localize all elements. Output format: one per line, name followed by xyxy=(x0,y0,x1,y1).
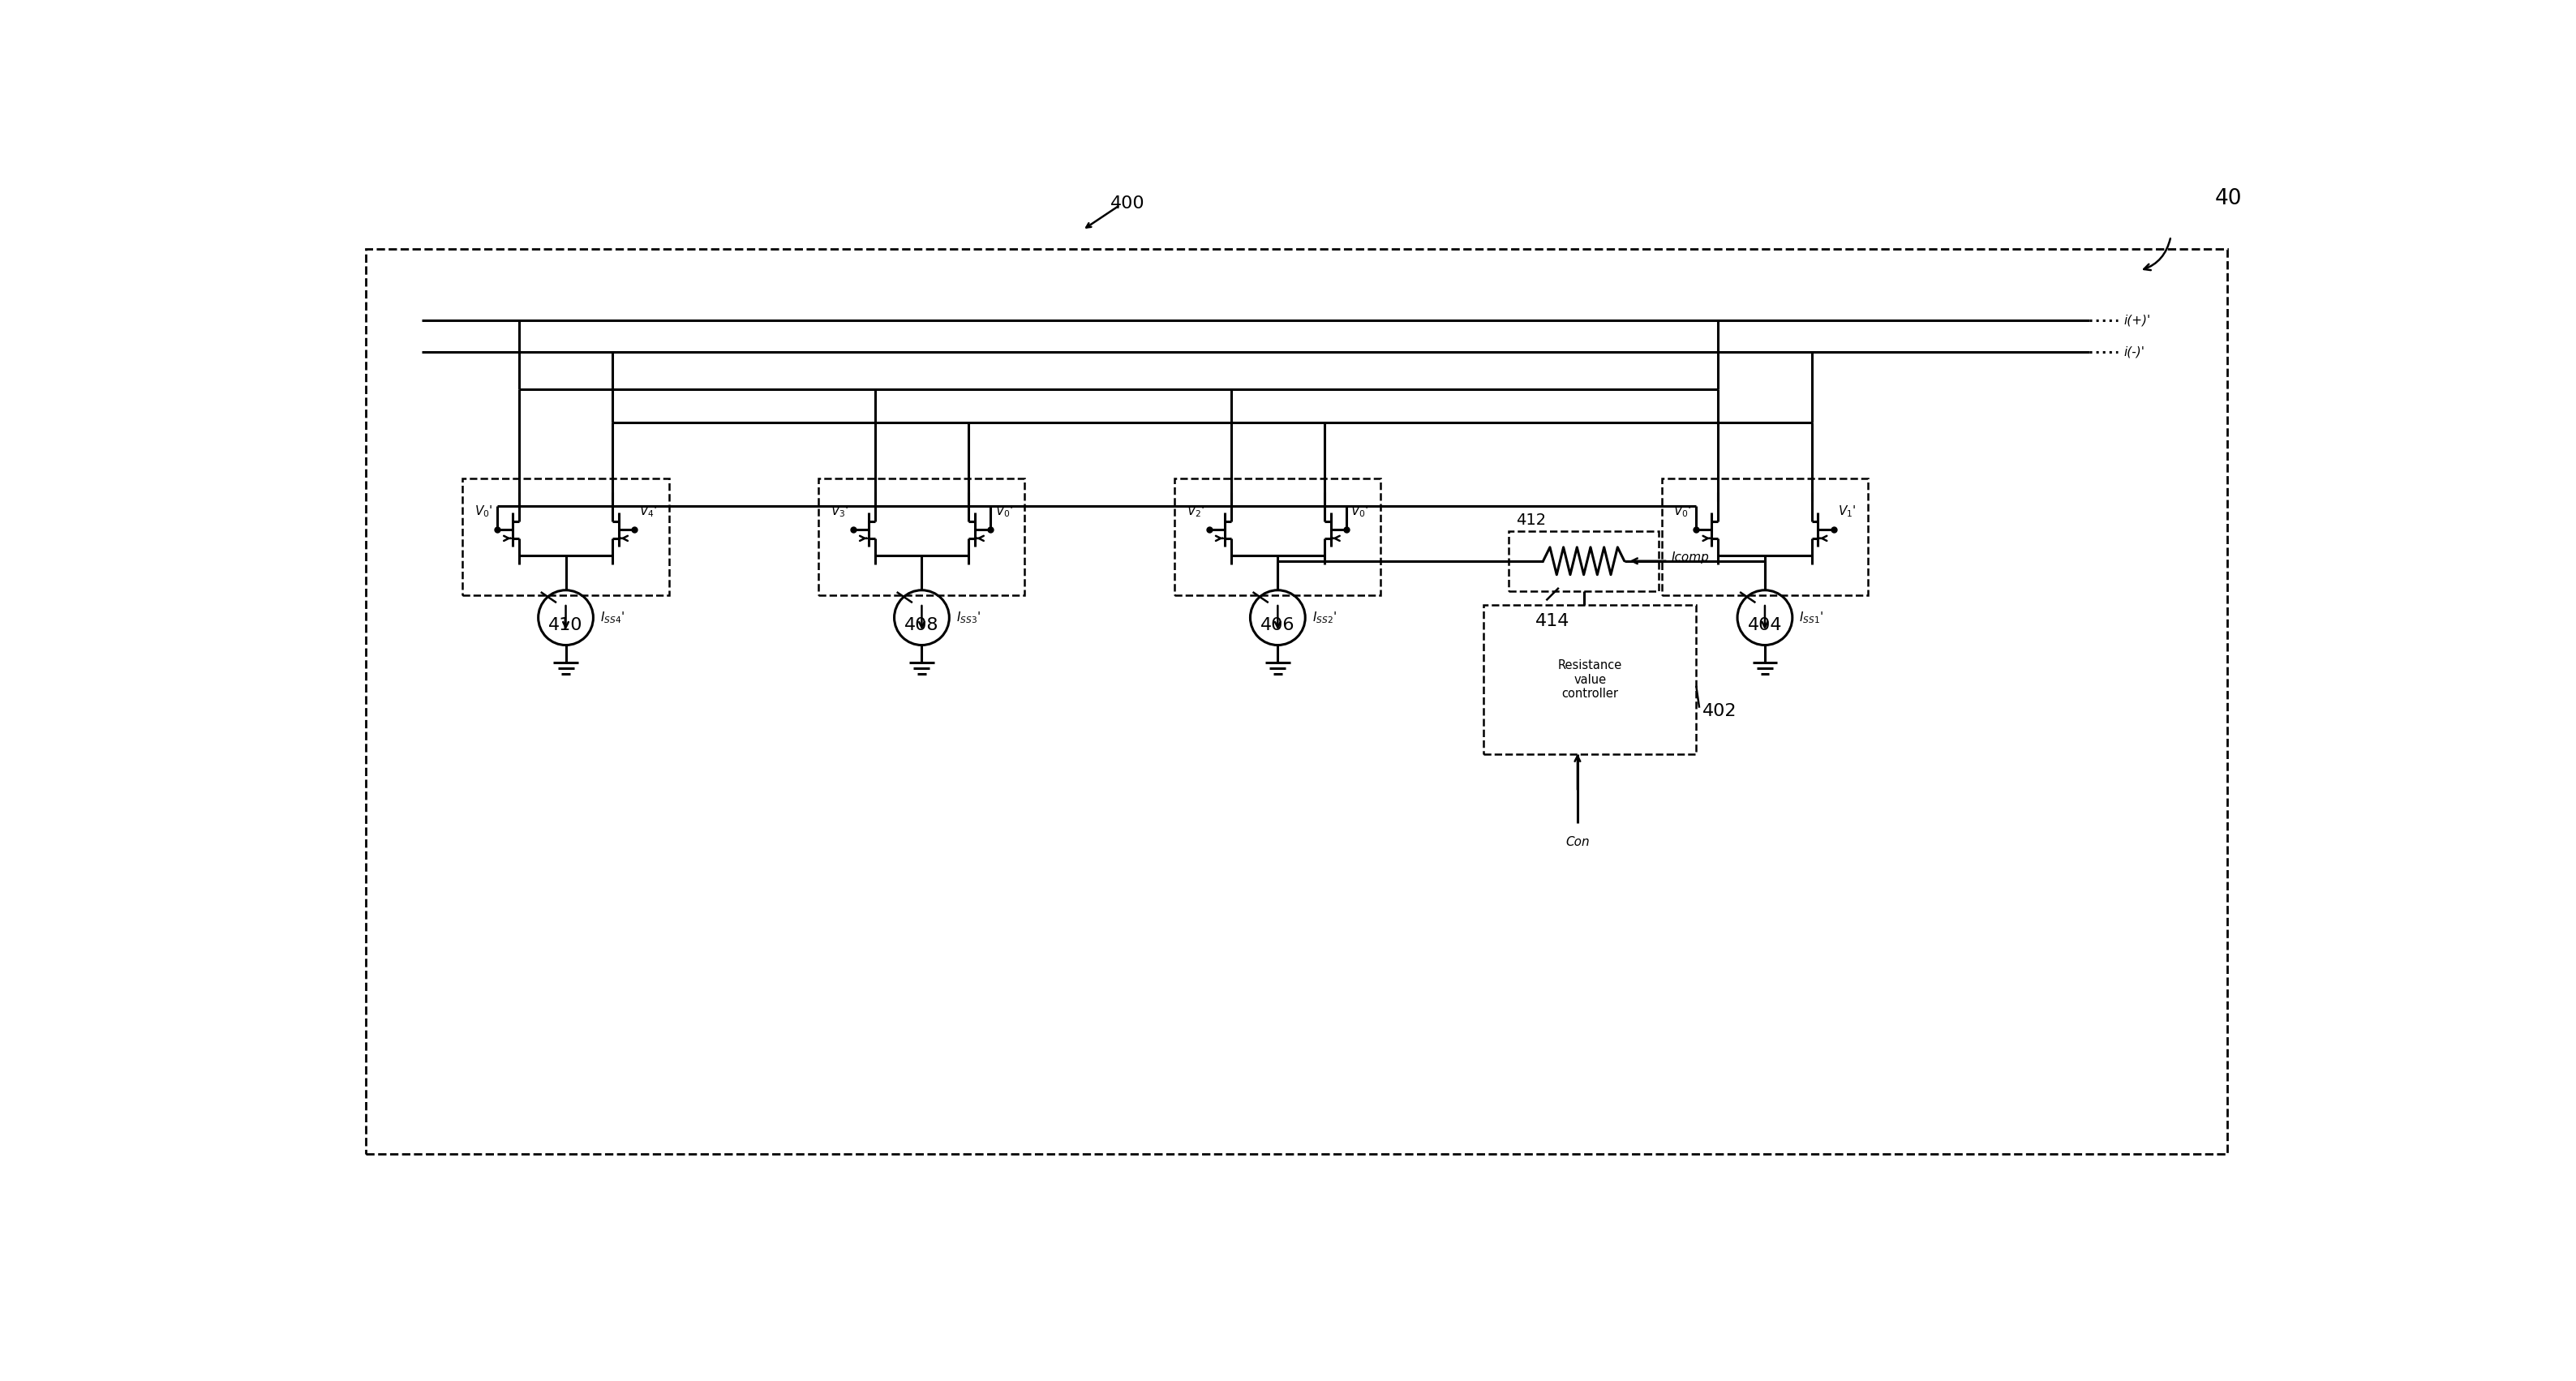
Text: 414: 414 xyxy=(1535,613,1569,628)
Bar xyxy=(366,249,2228,1155)
Text: Icomp: Icomp xyxy=(1672,552,1708,563)
Bar xyxy=(464,478,670,595)
Text: 410: 410 xyxy=(549,617,582,634)
Text: V$_0$': V$_0$' xyxy=(474,504,492,519)
Text: V$_0$': V$_0$' xyxy=(994,504,1012,519)
Text: Resistance
value
controller: Resistance value controller xyxy=(1558,659,1623,700)
Bar xyxy=(1510,532,1659,591)
Bar xyxy=(1484,605,1695,754)
Bar xyxy=(1662,478,1868,595)
FancyArrowPatch shape xyxy=(2143,239,2172,271)
Text: V$_0$': V$_0$' xyxy=(1674,504,1692,519)
Text: V$_1$': V$_1$' xyxy=(1837,504,1857,519)
Text: I$_{SS3}$': I$_{SS3}$' xyxy=(956,610,981,626)
Text: 40: 40 xyxy=(2215,188,2241,210)
Text: V$_3$': V$_3$' xyxy=(829,504,848,519)
Text: 400: 400 xyxy=(1110,195,1146,211)
Text: i(-)': i(-)' xyxy=(2125,345,2146,358)
Text: i(+)': i(+)' xyxy=(2125,315,2151,327)
Text: 402: 402 xyxy=(1703,703,1736,720)
Text: I$_{SS2}$': I$_{SS2}$' xyxy=(1311,610,1337,626)
Text: V$_2$': V$_2$' xyxy=(1188,504,1206,519)
Text: I$_{SS4}$': I$_{SS4}$' xyxy=(600,610,623,626)
Text: Con: Con xyxy=(1566,836,1589,848)
Bar xyxy=(819,478,1025,595)
Bar xyxy=(1175,478,1381,595)
Text: I$_{SS1}$': I$_{SS1}$' xyxy=(1798,610,1824,626)
Text: V$_0$': V$_0$' xyxy=(1350,504,1368,519)
Text: V$_4$': V$_4$' xyxy=(639,504,657,519)
Text: 408: 408 xyxy=(904,617,940,634)
Text: 404: 404 xyxy=(1747,617,1783,634)
Text: 412: 412 xyxy=(1517,512,1546,528)
Text: 406: 406 xyxy=(1260,617,1296,634)
